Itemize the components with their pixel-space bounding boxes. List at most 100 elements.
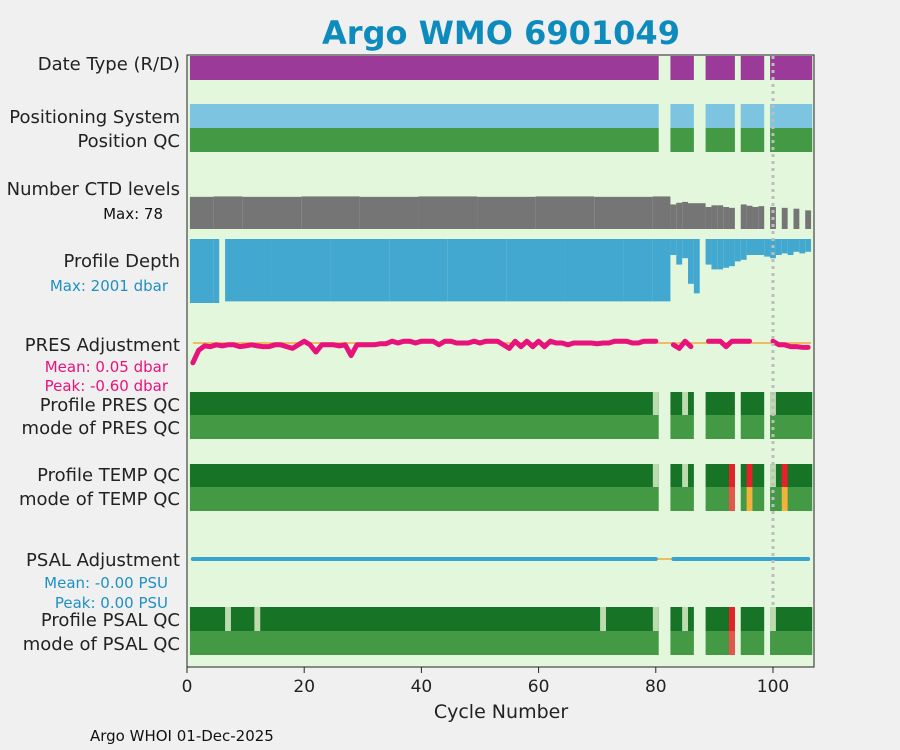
pres-adjustment-mean-text: Mean: 0.05 dbar — [45, 358, 169, 376]
chart-marks — [189, 56, 813, 655]
row-label-psal-adjustment: PSAL Adjustment — [26, 550, 180, 571]
band-position-qc-seg-0 — [189, 128, 659, 152]
qc-flag-profile-psal-qc-cycle-12 — [254, 607, 261, 631]
profile-depth-bar-cycle-55 — [506, 239, 565, 302]
plot-area — [186, 54, 815, 668]
profile-depth-bar-cycle-101 — [775, 239, 782, 255]
row-label-profile-psal-qc: Profile PSAL QC — [41, 610, 180, 631]
qc-flag-profile-temp-qc-cycle-96 — [746, 464, 753, 487]
qc-flag-profile-psal-qc-cycle-93 — [729, 607, 735, 631]
band-mode-pres-qc-seg-0 — [189, 415, 659, 439]
profile-depth-bar-cycle-96 — [746, 239, 765, 255]
x-tick-label-40: 40 — [411, 677, 433, 697]
pres-adjustment-line-run-0 — [190, 338, 659, 366]
ctd-levels-bar-cycle-106 — [805, 210, 812, 229]
row-label-mode-temp-qc: mode of TEMP QC — [19, 489, 180, 510]
profile-depth-bar-cycle-87 — [693, 239, 700, 294]
profile-depth-bar-cycle-25 — [330, 239, 390, 302]
pres-adjustment-line-run-3 — [770, 338, 811, 350]
pres-adjustment-line-run-2 — [706, 338, 753, 350]
ctd-levels-bar-cycle-50 — [477, 196, 536, 229]
row-label-profile-pres-qc: Profile PRES QC — [40, 395, 180, 416]
band-profile-temp-qc-seg-4 — [770, 464, 813, 487]
qc-flag-mode-temp-qc-cycle-96 — [746, 487, 753, 511]
qc-flag-profile-psal-qc-cycle-71 — [600, 607, 606, 631]
psal-adjustment-peak-text: Peak: 0.00 PSU — [55, 594, 168, 612]
row-label-mode-pres-qc: mode of PRES QC — [22, 418, 180, 439]
ctd-levels-bar-cycle-97 — [752, 207, 759, 229]
profile-depth-bar-cycle-83 — [670, 239, 677, 255]
ctd-levels-bar-cycle-86 — [688, 203, 706, 229]
qc-flag-profile-pres-qc-cycle-100 — [770, 392, 776, 415]
band-position-qc-seg-4 — [770, 128, 813, 152]
profile-depth-max-text: Max: 2001 dbar — [50, 277, 169, 295]
profile-depth-bar-cycle-100 — [770, 239, 776, 259]
band-date-type-seg-4 — [770, 56, 813, 80]
qc-flag-profile-temp-qc-cycle-102 — [781, 464, 788, 487]
x-axis-label: Cycle Number — [434, 701, 568, 723]
row-label-mode-psal-qc: mode of PSAL QC — [23, 634, 180, 655]
profile-depth-bar-cycle-80 — [652, 239, 671, 302]
band-profile-psal-qc-seg-3 — [740, 607, 765, 631]
qc-flag-mode-psal-qc-cycle-93 — [729, 631, 735, 655]
band-profile-temp-qc-seg-0 — [189, 464, 659, 487]
band-position-qc-seg-1 — [670, 128, 694, 152]
ctd-levels-bar-cycle-40 — [418, 196, 478, 229]
profile-depth-bar-cycle-89 — [705, 239, 712, 265]
qc-flag-profile-psal-qc-cycle-85 — [682, 607, 689, 631]
profile-depth-bar-cycle-104 — [793, 239, 800, 252]
ctd-levels-bar-cycle-60 — [535, 196, 595, 229]
qc-flag-profile-psal-qc-cycle-100 — [770, 607, 776, 631]
ctd-levels-bar-cycle-104 — [793, 208, 800, 229]
band-profile-pres-qc-seg-1 — [670, 392, 694, 415]
qc-flag-mode-temp-qc-cycle-93 — [729, 487, 735, 511]
profile-depth-bar-cycle-75 — [623, 239, 653, 302]
band-positioning-system-seg-1 — [670, 104, 694, 128]
row-label-position-qc: Position QC — [77, 131, 180, 152]
band-mode-pres-qc-seg-4 — [770, 415, 813, 439]
band-mode-psal-qc-seg-4 — [770, 631, 813, 655]
band-mode-temp-qc-seg-4 — [770, 487, 813, 511]
band-mode-pres-qc-seg-1 — [670, 415, 694, 439]
ctd-levels-bar-cycle-98 — [758, 206, 765, 229]
band-positioning-system-seg-3 — [740, 104, 765, 128]
band-mode-temp-qc-seg-0 — [189, 487, 659, 511]
ctd-levels-bar-cycle-91 — [717, 205, 724, 229]
row-label-pres-adjustment: PRES Adjustment — [25, 335, 180, 356]
ctd-levels-bar-cycle-70 — [594, 196, 653, 229]
ctd-levels-bar-cycle-92 — [723, 207, 730, 229]
ctd-levels-bar-cycle-85 — [682, 201, 689, 229]
band-profile-pres-qc-seg-0 — [189, 392, 659, 415]
qc-flag-profile-temp-qc-cycle-100 — [770, 464, 776, 487]
profile-depth-bar-cycle-45 — [447, 239, 507, 302]
profile-depth-bar-cycle-7 — [225, 239, 272, 302]
band-profile-psal-qc-seg-0 — [189, 607, 659, 631]
profile-depth-bar-cycle-85 — [682, 239, 689, 259]
profile-depth-bar-cycle-106 — [805, 239, 812, 252]
x-tick-label-100: 100 — [757, 677, 789, 697]
x-tick-label-60: 60 — [528, 677, 550, 697]
profile-depth-bar-cycle-5 — [213, 239, 220, 303]
profile-depth-bar-cycle-94 — [734, 239, 741, 262]
qc-flag-mode-temp-qc-cycle-102 — [781, 487, 788, 511]
x-axis-ticks: 0 20 40 60 80 100 — [182, 667, 789, 697]
profile-depth-bar-cycle-65 — [564, 239, 624, 302]
qc-flag-profile-psal-qc-cycle-7 — [225, 607, 231, 631]
band-profile-psal-qc-seg-4 — [770, 607, 813, 631]
band-mode-psal-qc-seg-0 — [189, 631, 659, 655]
x-tick-label-80: 80 — [645, 677, 667, 697]
ctd-levels-bar-cycle-30 — [359, 196, 419, 229]
ctd-levels-bar-cycle-10 — [242, 196, 302, 229]
band-mode-psal-qc-seg-3 — [740, 631, 765, 655]
band-profile-pres-qc-seg-2 — [705, 392, 735, 415]
profile-depth-bar-cycle-102 — [781, 239, 788, 254]
ctd-levels-bar-cycle-96 — [746, 205, 753, 229]
profile-depth-bar-cycle-91 — [717, 239, 724, 270]
qc-flag-profile-temp-qc-cycle-80 — [652, 464, 659, 487]
band-date-type-seg-1 — [670, 56, 694, 80]
band-position-qc-seg-2 — [705, 128, 735, 152]
band-positioning-system-seg-2 — [705, 104, 735, 128]
pres-adjustment-peak-text: Peak: -0.60 dbar — [45, 377, 169, 395]
x-tick-label-0: 0 — [182, 677, 193, 697]
